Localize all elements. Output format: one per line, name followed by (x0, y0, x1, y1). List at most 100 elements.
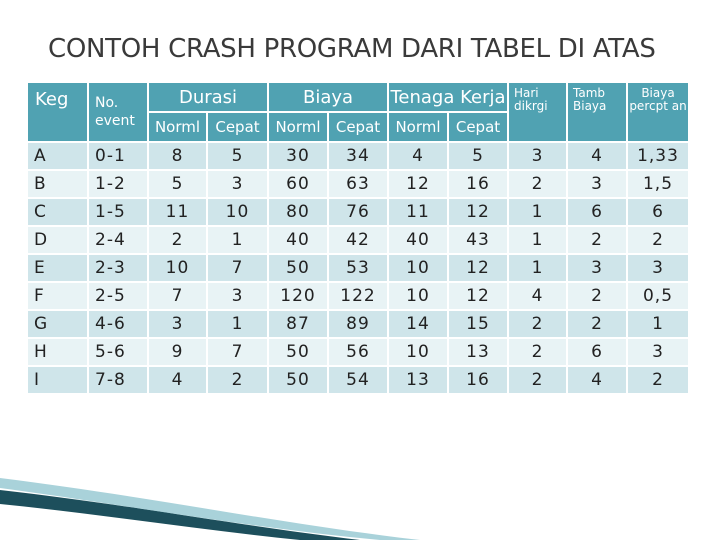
cell-durasi-cepat: 7 (206, 253, 269, 283)
cell-tambahan-biaya: 6 (566, 337, 628, 367)
corner-swoosh-decoration (0, 478, 420, 540)
cell-biaya-cepat: 76 (327, 197, 389, 227)
cell-durasi-cepat: 1 (206, 309, 269, 339)
cell-tenaga-normal: 13 (387, 365, 449, 395)
cell-tambahan-biaya: 4 (566, 141, 628, 171)
table-body: A 0-1 8 5 30 34 4 5 3 4 1,33 B 1-2 5 3 60 63 12 16 2 3 1,5 C 1-… (26, 141, 690, 395)
cell-tambahan-biaya: 4 (566, 365, 628, 395)
cell-tenaga-normal: 10 (387, 253, 449, 283)
cell-keg: D (26, 225, 89, 255)
cell-biaya-percepatan: 2 (626, 365, 690, 395)
cell-biaya-cepat: 122 (327, 281, 389, 311)
cell-tenaga-cepat: 13 (447, 337, 509, 367)
cell-no-event: 5-6 (87, 337, 149, 367)
cell-tenaga-normal: 12 (387, 169, 449, 199)
cell-biaya-percepatan: 3 (626, 253, 690, 283)
cell-biaya-cepat: 42 (327, 225, 389, 255)
subheader-tenaga-cepat: Cepat (447, 111, 509, 143)
cell-biaya-cepat: 56 (327, 337, 389, 367)
subheader-biaya-normal: Norml (267, 111, 329, 143)
cell-keg: A (26, 141, 89, 171)
cell-no-event: 2-3 (87, 253, 149, 283)
cell-hari-dikurangi: 4 (507, 281, 568, 311)
table-row: H 5-6 9 7 50 56 10 13 2 6 3 (26, 337, 690, 367)
cell-biaya-cepat: 53 (327, 253, 389, 283)
cell-durasi-cepat: 10 (206, 197, 269, 227)
cell-hari-dikurangi: 2 (507, 337, 568, 367)
table-row: E 2-3 10 7 50 53 10 12 1 3 3 (26, 253, 690, 283)
cell-no-event: 1-2 (87, 169, 149, 199)
cell-durasi-normal: 7 (147, 281, 208, 311)
cell-durasi-normal: 10 (147, 253, 208, 283)
header-durasi: Durasi (147, 81, 269, 113)
subheader-biaya-cepat: Cepat (327, 111, 389, 143)
cell-tambahan-biaya: 2 (566, 309, 628, 339)
cell-biaya-cepat: 54 (327, 365, 389, 395)
cell-keg: G (26, 309, 89, 339)
cell-keg: B (26, 169, 89, 199)
cell-durasi-cepat: 3 (206, 281, 269, 311)
cell-durasi-cepat: 3 (206, 169, 269, 199)
cell-biaya-normal: 40 (267, 225, 329, 255)
cell-biaya-percepatan: 2 (626, 225, 690, 255)
cell-biaya-percepatan: 0,5 (626, 281, 690, 311)
cell-tenaga-cepat: 15 (447, 309, 509, 339)
cell-hari-dikurangi: 1 (507, 197, 568, 227)
swoosh-dark-band (0, 490, 360, 540)
header-biaya-percepatan: Biaya percpt an (626, 81, 690, 143)
table-row: D 2-4 2 1 40 42 40 43 1 2 2 (26, 225, 690, 255)
cell-tenaga-cepat: 5 (447, 141, 509, 171)
cell-durasi-normal: 9 (147, 337, 208, 367)
cell-tenaga-normal: 11 (387, 197, 449, 227)
cell-hari-dikurangi: 3 (507, 141, 568, 171)
cell-hari-dikurangi: 1 (507, 225, 568, 255)
cell-tambahan-biaya: 6 (566, 197, 628, 227)
cell-durasi-cepat: 7 (206, 337, 269, 367)
cell-biaya-normal: 50 (267, 365, 329, 395)
cell-durasi-cepat: 1 (206, 225, 269, 255)
subheader-tenaga-normal: Norml (387, 111, 449, 143)
cell-no-event: 2-5 (87, 281, 149, 311)
swoosh-light-band (0, 478, 420, 540)
cell-biaya-normal: 50 (267, 337, 329, 367)
cell-biaya-percepatan: 6 (626, 197, 690, 227)
cell-biaya-normal: 50 (267, 253, 329, 283)
cell-no-event: 2-4 (87, 225, 149, 255)
cell-durasi-normal: 11 (147, 197, 208, 227)
table-row: C 1-5 11 10 80 76 11 12 1 6 6 (26, 197, 690, 227)
header-biaya: Biaya (267, 81, 389, 113)
cell-biaya-cepat: 63 (327, 169, 389, 199)
cell-keg: C (26, 197, 89, 227)
cell-tenaga-cepat: 12 (447, 253, 509, 283)
cell-tambahan-biaya: 3 (566, 253, 628, 283)
cell-tenaga-cepat: 12 (447, 197, 509, 227)
cell-keg: H (26, 337, 89, 367)
cell-biaya-cepat: 34 (327, 141, 389, 171)
cell-tenaga-normal: 10 (387, 281, 449, 311)
cell-durasi-normal: 2 (147, 225, 208, 255)
cell-tenaga-cepat: 12 (447, 281, 509, 311)
cell-biaya-percepatan: 1 (626, 309, 690, 339)
cell-tenaga-normal: 40 (387, 225, 449, 255)
cell-no-event: 7-8 (87, 365, 149, 395)
cell-biaya-normal: 120 (267, 281, 329, 311)
header-tamb-biaya: Tamb Biaya (566, 81, 628, 143)
cell-tenaga-normal: 4 (387, 141, 449, 171)
subheader-durasi-cepat: Cepat (206, 111, 269, 143)
crash-program-table: Keg No. event Durasi Biaya Tenaga Kerja … (26, 81, 690, 395)
cell-tenaga-normal: 14 (387, 309, 449, 339)
cell-hari-dikurangi: 1 (507, 253, 568, 283)
cell-durasi-normal: 4 (147, 365, 208, 395)
header-hari-dikrgi: Hari dikrgi (507, 81, 568, 143)
cell-durasi-cepat: 2 (206, 365, 269, 395)
cell-no-event: 1-5 (87, 197, 149, 227)
cell-durasi-normal: 8 (147, 141, 208, 171)
cell-tenaga-cepat: 43 (447, 225, 509, 255)
subheader-durasi-normal: Norml (147, 111, 208, 143)
cell-keg: I (26, 365, 89, 395)
cell-durasi-normal: 3 (147, 309, 208, 339)
table-row: I 7-8 4 2 50 54 13 16 2 4 2 (26, 365, 690, 395)
cell-durasi-normal: 5 (147, 169, 208, 199)
cell-biaya-percepatan: 1,5 (626, 169, 690, 199)
cell-biaya-normal: 87 (267, 309, 329, 339)
